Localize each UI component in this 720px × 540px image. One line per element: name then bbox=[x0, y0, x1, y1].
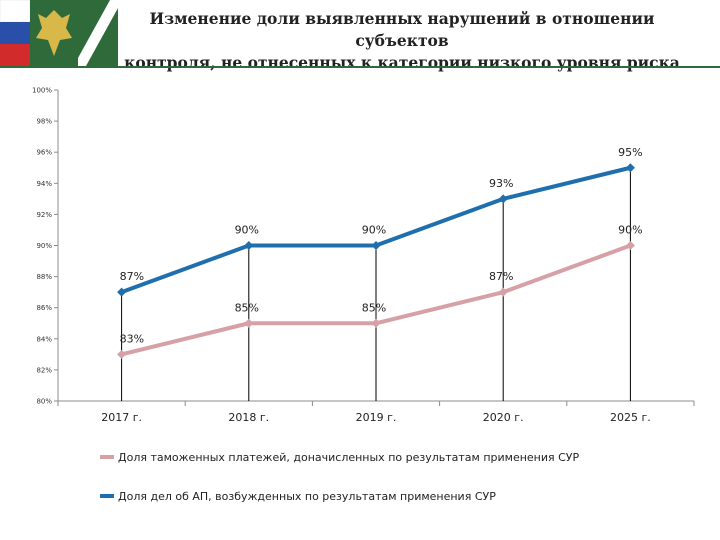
y-tick-label: 96% bbox=[36, 149, 52, 157]
data-point-marker bbox=[244, 318, 254, 328]
line-chart: 80% 82% 84% 86% 88% 90% 92% 94% 96% 98% 100% 2017 … bbox=[32, 87, 695, 503]
data-label: 90% bbox=[362, 224, 386, 237]
data-label: 95% bbox=[618, 146, 642, 159]
data-point-marker bbox=[371, 318, 381, 328]
eagle-emblem-icon bbox=[36, 10, 72, 56]
legend-label-1: Доля таможенных платежей, доначисленных … bbox=[118, 451, 580, 464]
data-label: 87% bbox=[120, 270, 144, 283]
y-tick-label: 82% bbox=[36, 366, 52, 374]
header-divider bbox=[0, 66, 720, 68]
flag-blue-stripe bbox=[0, 22, 30, 44]
y-tick-label: 98% bbox=[36, 118, 52, 126]
data-label: 87% bbox=[489, 270, 513, 283]
data-point-marker bbox=[625, 241, 635, 250]
x-category-label: 2018 г. bbox=[228, 411, 269, 424]
data-label: 90% bbox=[618, 224, 642, 237]
y-tick-label: 94% bbox=[36, 180, 52, 188]
diagonal-flag-white-stripe bbox=[78, 0, 118, 66]
legend-label-2: Доля дел об АП, возбужденных по результа… bbox=[118, 490, 496, 503]
y-tick-label: 100% bbox=[32, 87, 52, 95]
page-title: Изменение доли выявленных нарушений в от… bbox=[124, 9, 680, 72]
x-category-label: 2025 г. bbox=[610, 411, 651, 424]
chart-legend: Доля таможенных платежей, доначисленных … bbox=[100, 451, 580, 503]
data-label: 85% bbox=[362, 301, 386, 314]
x-category-label: 2017 г. bbox=[101, 411, 142, 424]
data-point-marker bbox=[625, 163, 635, 173]
y-axis-ticks: 80% 82% 84% 86% 88% 90% 92% 94% 96% 98% 100% bbox=[32, 87, 58, 406]
y-tick-label: 84% bbox=[36, 335, 52, 343]
y-tick-label: 92% bbox=[36, 211, 52, 219]
y-tick-label: 80% bbox=[36, 398, 52, 406]
drop-lines bbox=[121, 167, 631, 401]
data-label: 83% bbox=[120, 332, 144, 345]
series-group bbox=[117, 163, 635, 359]
data-point-marker bbox=[117, 349, 127, 359]
x-category-label: 2020 г. bbox=[483, 411, 524, 424]
y-tick-label: 88% bbox=[36, 273, 52, 281]
data-point-marker bbox=[498, 287, 508, 297]
flag-red-stripe bbox=[0, 44, 30, 66]
data-label: 85% bbox=[235, 301, 259, 314]
data-point-marker bbox=[117, 287, 127, 297]
x-category-label: 2019 г. bbox=[356, 411, 397, 424]
data-point-marker bbox=[498, 194, 508, 204]
data-labels: 83% 85% 85% 87% 90% 87% 90% 90% 93% 95% bbox=[120, 146, 643, 346]
y-tick-label: 90% bbox=[36, 242, 52, 250]
flag-white-stripe bbox=[0, 0, 31, 23]
data-point-marker bbox=[371, 241, 381, 250]
header: Изменение доли выявленных нарушений в от… bbox=[0, 0, 720, 72]
data-label: 93% bbox=[489, 177, 513, 190]
data-point-marker bbox=[244, 241, 254, 250]
customs-emblem-logo bbox=[0, 0, 118, 66]
data-label: 90% bbox=[235, 224, 259, 237]
y-tick-label: 86% bbox=[36, 304, 52, 312]
x-axis-categories: 2017 г. 2018 г. 2019 г. 2020 г. 2025 г. bbox=[57, 401, 695, 424]
